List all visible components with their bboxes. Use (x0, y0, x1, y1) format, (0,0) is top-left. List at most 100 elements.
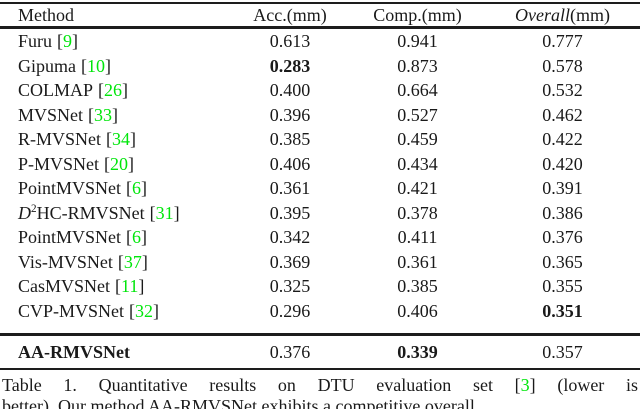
overall-value: 0.777 (542, 31, 583, 51)
table-row: CVP-MVSNet [32] 0.296 0.406 0.351 (0, 299, 640, 324)
column-header-overall-word: Overall (515, 5, 570, 25)
citation-bracket: [ (117, 251, 124, 272)
citation-ref[interactable]: 10 (87, 55, 105, 76)
citation: [37] (118, 252, 148, 272)
citation: [34] (106, 129, 136, 149)
citation-bracket: [ (81, 55, 87, 76)
comp-value: 0.664 (397, 80, 438, 100)
method-cell: Gipuma [10] (0, 54, 230, 79)
caption-text: (lower is (535, 375, 638, 395)
citation-bracket: ] (128, 153, 135, 174)
comp-value: 0.385 (397, 276, 438, 296)
citation: [31] (150, 203, 180, 223)
acc-value: 0.406 (269, 153, 311, 174)
citation-bracket: ] (153, 300, 160, 321)
table-row: PointMVSNet [6] 0.342 0.411 0.376 (0, 225, 640, 250)
table-row: P-MVSNet [20] 0.406 0.434 0.420 (0, 152, 640, 177)
comp-value: 0.339 (397, 342, 438, 362)
comp-value: 0.378 (397, 202, 438, 223)
citation-bracket: ] (529, 375, 536, 395)
comp-value: 0.411 (397, 227, 438, 247)
method-cell: CasMVSNet [11] (0, 274, 230, 299)
citation-bracket: [ (115, 276, 122, 296)
table-header-row: Method Acc.(mm) Comp.(mm) Overall(mm) (0, 4, 640, 26)
overall-value: 0.422 (542, 129, 583, 149)
citation-bracket: [ (88, 104, 95, 125)
comp-value: 0.421 (397, 178, 438, 198)
table-row: Gipuma [10] 0.283 0.873 0.578 (0, 54, 640, 79)
citation-bracket: [ (104, 153, 111, 174)
column-header-acc: Acc.(mm) (253, 5, 327, 25)
overall-value: 0.357 (542, 342, 583, 362)
method-cell: D2HC-RMVSNet [31] (0, 201, 230, 226)
table-row: COLMAP [26] 0.400 0.664 0.532 (0, 78, 640, 103)
citation-ref[interactable]: 11 (121, 276, 139, 296)
citation-ref[interactable]: 20 (110, 153, 129, 174)
citation-bracket: [ (106, 129, 113, 149)
method-cell: CVP-MVSNet [32] (0, 299, 230, 324)
citation-ref[interactable]: 31 (155, 202, 174, 223)
citation: [26] (98, 80, 128, 100)
citation-ref[interactable]: 6 (132, 227, 142, 247)
table-row: Vis-MVSNet [37] 0.369 0.361 0.365 (0, 250, 640, 275)
acc-value: 0.342 (269, 227, 311, 247)
column-header-overall-unit: (mm) (569, 5, 610, 25)
comp-value: 0.873 (397, 55, 438, 76)
caption-line-2-clipped: better). Our method AA-RMVSNet exhibits … (2, 396, 475, 409)
acc-value: 0.395 (269, 202, 311, 223)
overall-value: 0.351 (542, 300, 583, 321)
citation-ref[interactable]: 3 (520, 375, 530, 395)
method-name: Furu (18, 31, 53, 51)
citation-ref[interactable]: 6 (132, 178, 142, 198)
citation: [32] (129, 301, 159, 321)
method-cell: AA-RMVSNet (18, 342, 130, 362)
citation-ref[interactable]: 26 (104, 80, 123, 100)
citation: [6] (126, 178, 147, 198)
comp-value: 0.459 (397, 129, 438, 149)
method-name: P-MVSNet (18, 153, 100, 174)
table-row: Furu [9] 0.613 0.941 0.777 (0, 29, 640, 54)
method-name: Vis-MVSNet (18, 251, 113, 272)
column-header-comp: Comp.(mm) (373, 5, 462, 25)
citation-ref[interactable]: 33 (94, 104, 113, 125)
citation-bracket: ] (141, 178, 148, 198)
citation-bracket: ] (141, 251, 148, 272)
method-name: CasMVSNet (18, 276, 111, 296)
citation-bracket: ] (72, 31, 79, 51)
citation-ref[interactable]: 32 (135, 300, 154, 321)
table-row: CasMVSNet [11] 0.325 0.385 0.355 (0, 274, 640, 299)
acc-value: 0.369 (269, 251, 311, 272)
citation-bracket: [ (126, 178, 133, 198)
acc-value: 0.400 (269, 80, 311, 100)
acc-value: 0.296 (269, 300, 311, 321)
overall-value: 0.376 (542, 227, 583, 247)
citation-ref[interactable]: 37 (123, 251, 142, 272)
citation-bracket: ] (122, 80, 129, 100)
citation-ref[interactable]: 34 (112, 129, 131, 149)
method-cell: MVSNet [33] (0, 103, 230, 128)
table-row: MVSNet [33] 0.396 0.527 0.462 (0, 103, 640, 128)
overall-value: 0.462 (542, 104, 583, 125)
table-mid-rule (0, 333, 640, 336)
citation-bracket: ] (138, 276, 145, 296)
table-row: D2HC-RMVSNet [31] 0.395 0.378 0.386 (0, 201, 640, 226)
comp-value: 0.361 (397, 251, 438, 272)
citation: [6] (126, 227, 147, 247)
acc-value: 0.283 (269, 55, 311, 76)
citation-bracket: ] (173, 202, 180, 223)
method-name: COLMAP (18, 80, 94, 100)
citation-bracket: ] (141, 227, 148, 247)
table-top-rule (0, 2, 640, 4)
acc-value: 0.385 (269, 129, 311, 149)
overall-value: 0.578 (542, 55, 583, 76)
acc-value: 0.396 (269, 104, 311, 125)
method-name: MVSNet (18, 104, 84, 125)
overall-value: 0.391 (542, 178, 583, 198)
method-cell: PointMVSNet [6] (0, 225, 230, 250)
overall-value: 0.386 (542, 202, 583, 223)
overall-value: 0.532 (542, 80, 583, 100)
citation: [11] (115, 276, 144, 296)
citation-bracket: [ (57, 31, 64, 51)
citation-ref[interactable]: 9 (63, 31, 73, 51)
citation: [9] (57, 31, 78, 51)
